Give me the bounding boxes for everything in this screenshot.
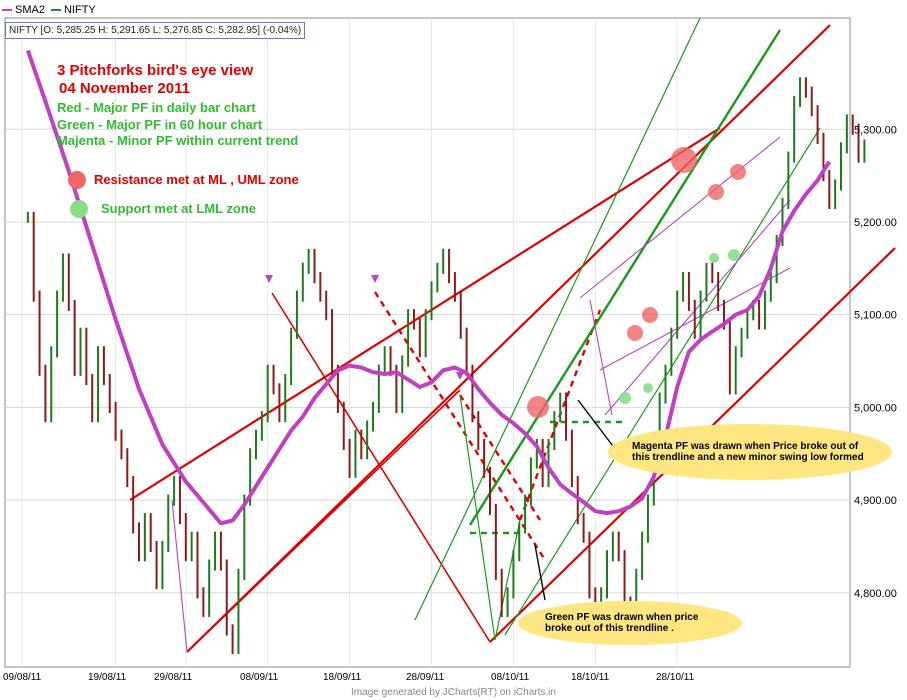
pitchfork-line bbox=[271, 292, 491, 643]
resistance-mark bbox=[708, 184, 724, 200]
legend-swatch bbox=[2, 9, 12, 11]
note-red-pf: Red - Major PF in daily bar chart bbox=[57, 100, 256, 115]
sma2-line bbox=[26, 49, 831, 526]
pitchfork-line bbox=[171, 499, 188, 653]
resistance-mark bbox=[671, 147, 697, 173]
highlight-marks bbox=[265, 147, 746, 418]
y-axis-ticks: 4,800.00 4,900.00 5,000.00 5,100.00 5,200.00… bbox=[854, 124, 897, 600]
pitchfork-line bbox=[589, 299, 613, 416]
legend-item-nifty[interactable]: NIFTY bbox=[50, 4, 96, 16]
swing-arrow-icon bbox=[456, 372, 464, 380]
y-tick-label: 5,200.00 bbox=[854, 217, 897, 229]
pitchfork-line bbox=[186, 24, 831, 653]
resistance-mark bbox=[730, 164, 746, 180]
y-tick-label: 4,800.00 bbox=[854, 588, 897, 600]
note-support: Support met at LML zone bbox=[101, 201, 257, 216]
pitchfork-line bbox=[186, 389, 461, 653]
pitchfork-line bbox=[494, 519, 521, 641]
annotation-title-line2: 04 November 2011 bbox=[59, 80, 190, 97]
pitchfork-line bbox=[534, 544, 546, 601]
support-mark bbox=[709, 253, 719, 263]
chart-annotation-title: 3 Pitchforks bird's eye view 04 November… bbox=[57, 62, 253, 98]
pitchfork-line bbox=[373, 291, 547, 561]
note-resistance: Resistance met at ML , UML zone bbox=[94, 172, 299, 187]
callout-magenta: Magenta PF was drawn when Price broke ou… bbox=[608, 424, 892, 480]
sma-series bbox=[26, 49, 831, 526]
x-tick-label: 29/08/11 bbox=[154, 672, 193, 683]
x-tick-label: 19/08/11 bbox=[88, 672, 127, 683]
ohlc-infobar: NIFTY [O: 5,285.25 H: 5,291.65 L: 5,276.… bbox=[5, 22, 306, 39]
support-mark bbox=[619, 392, 631, 404]
resistance-dot-icon bbox=[68, 171, 86, 189]
resistance-mark bbox=[627, 325, 643, 341]
annotation-title-line1: 3 Pitchforks bird's eye view bbox=[57, 62, 254, 79]
legend-item-sma2[interactable]: SMA2 bbox=[2, 4, 45, 16]
y-tick-label: 5,300.00 bbox=[854, 124, 897, 136]
x-axis-ticks: 09/08/11 19/08/11 29/08/11 08/09/11 18/09/11… bbox=[3, 672, 695, 683]
footer-credit: Image generated by JCharts(RT) on iChart… bbox=[351, 687, 556, 698]
callout-magenta-text: Magenta PF was drawn when Price broke ou… bbox=[632, 441, 864, 463]
x-tick-label: 28/10/11 bbox=[656, 672, 695, 683]
x-tick-label: 09/08/11 bbox=[3, 672, 42, 683]
legend: SMA2 NIFTY bbox=[2, 2, 102, 18]
callout-green-text: Green PF was drawn when price broke out … bbox=[545, 612, 699, 634]
legend-swatch bbox=[50, 9, 61, 11]
legend-label: NIFTY bbox=[63, 4, 96, 16]
swing-arrow-icon bbox=[265, 275, 273, 283]
pitchfork-line bbox=[414, 17, 701, 621]
x-tick-label: 18/09/11 bbox=[323, 672, 362, 683]
note-magenta-pf: Majenta - Minor PF within current trend bbox=[57, 133, 299, 148]
plot-frame bbox=[4, 17, 851, 668]
x-tick-label: 28/09/11 bbox=[406, 672, 445, 683]
support-mark bbox=[728, 249, 740, 261]
note-green-pf: Green - Major PF in 60 hour chart bbox=[57, 117, 263, 132]
resistance-mark bbox=[527, 396, 549, 418]
pitchfork-line bbox=[604, 199, 791, 416]
x-tick-label: 08/10/11 bbox=[491, 672, 530, 683]
pitchfork-line bbox=[579, 136, 781, 299]
x-tick-label: 08/09/11 bbox=[240, 672, 279, 683]
pitchfork-line bbox=[468, 29, 782, 526]
swing-arrow-icon bbox=[371, 275, 379, 283]
pitchfork-line bbox=[504, 127, 821, 636]
pitchfork-line bbox=[459, 394, 496, 641]
callout-green: Green PF was drawn when price broke out … bbox=[518, 601, 742, 645]
support-mark bbox=[643, 383, 653, 393]
x-tick-label: 18/10/11 bbox=[571, 672, 610, 683]
legend-label: SMA2 bbox=[15, 4, 45, 16]
resistance-mark bbox=[642, 307, 658, 323]
support-dot-icon bbox=[70, 200, 88, 218]
y-tick-label: 5,000.00 bbox=[854, 402, 897, 414]
y-tick-label: 4,900.00 bbox=[854, 495, 897, 507]
grid bbox=[5, 18, 850, 667]
y-tick-label: 5,100.00 bbox=[854, 310, 897, 322]
